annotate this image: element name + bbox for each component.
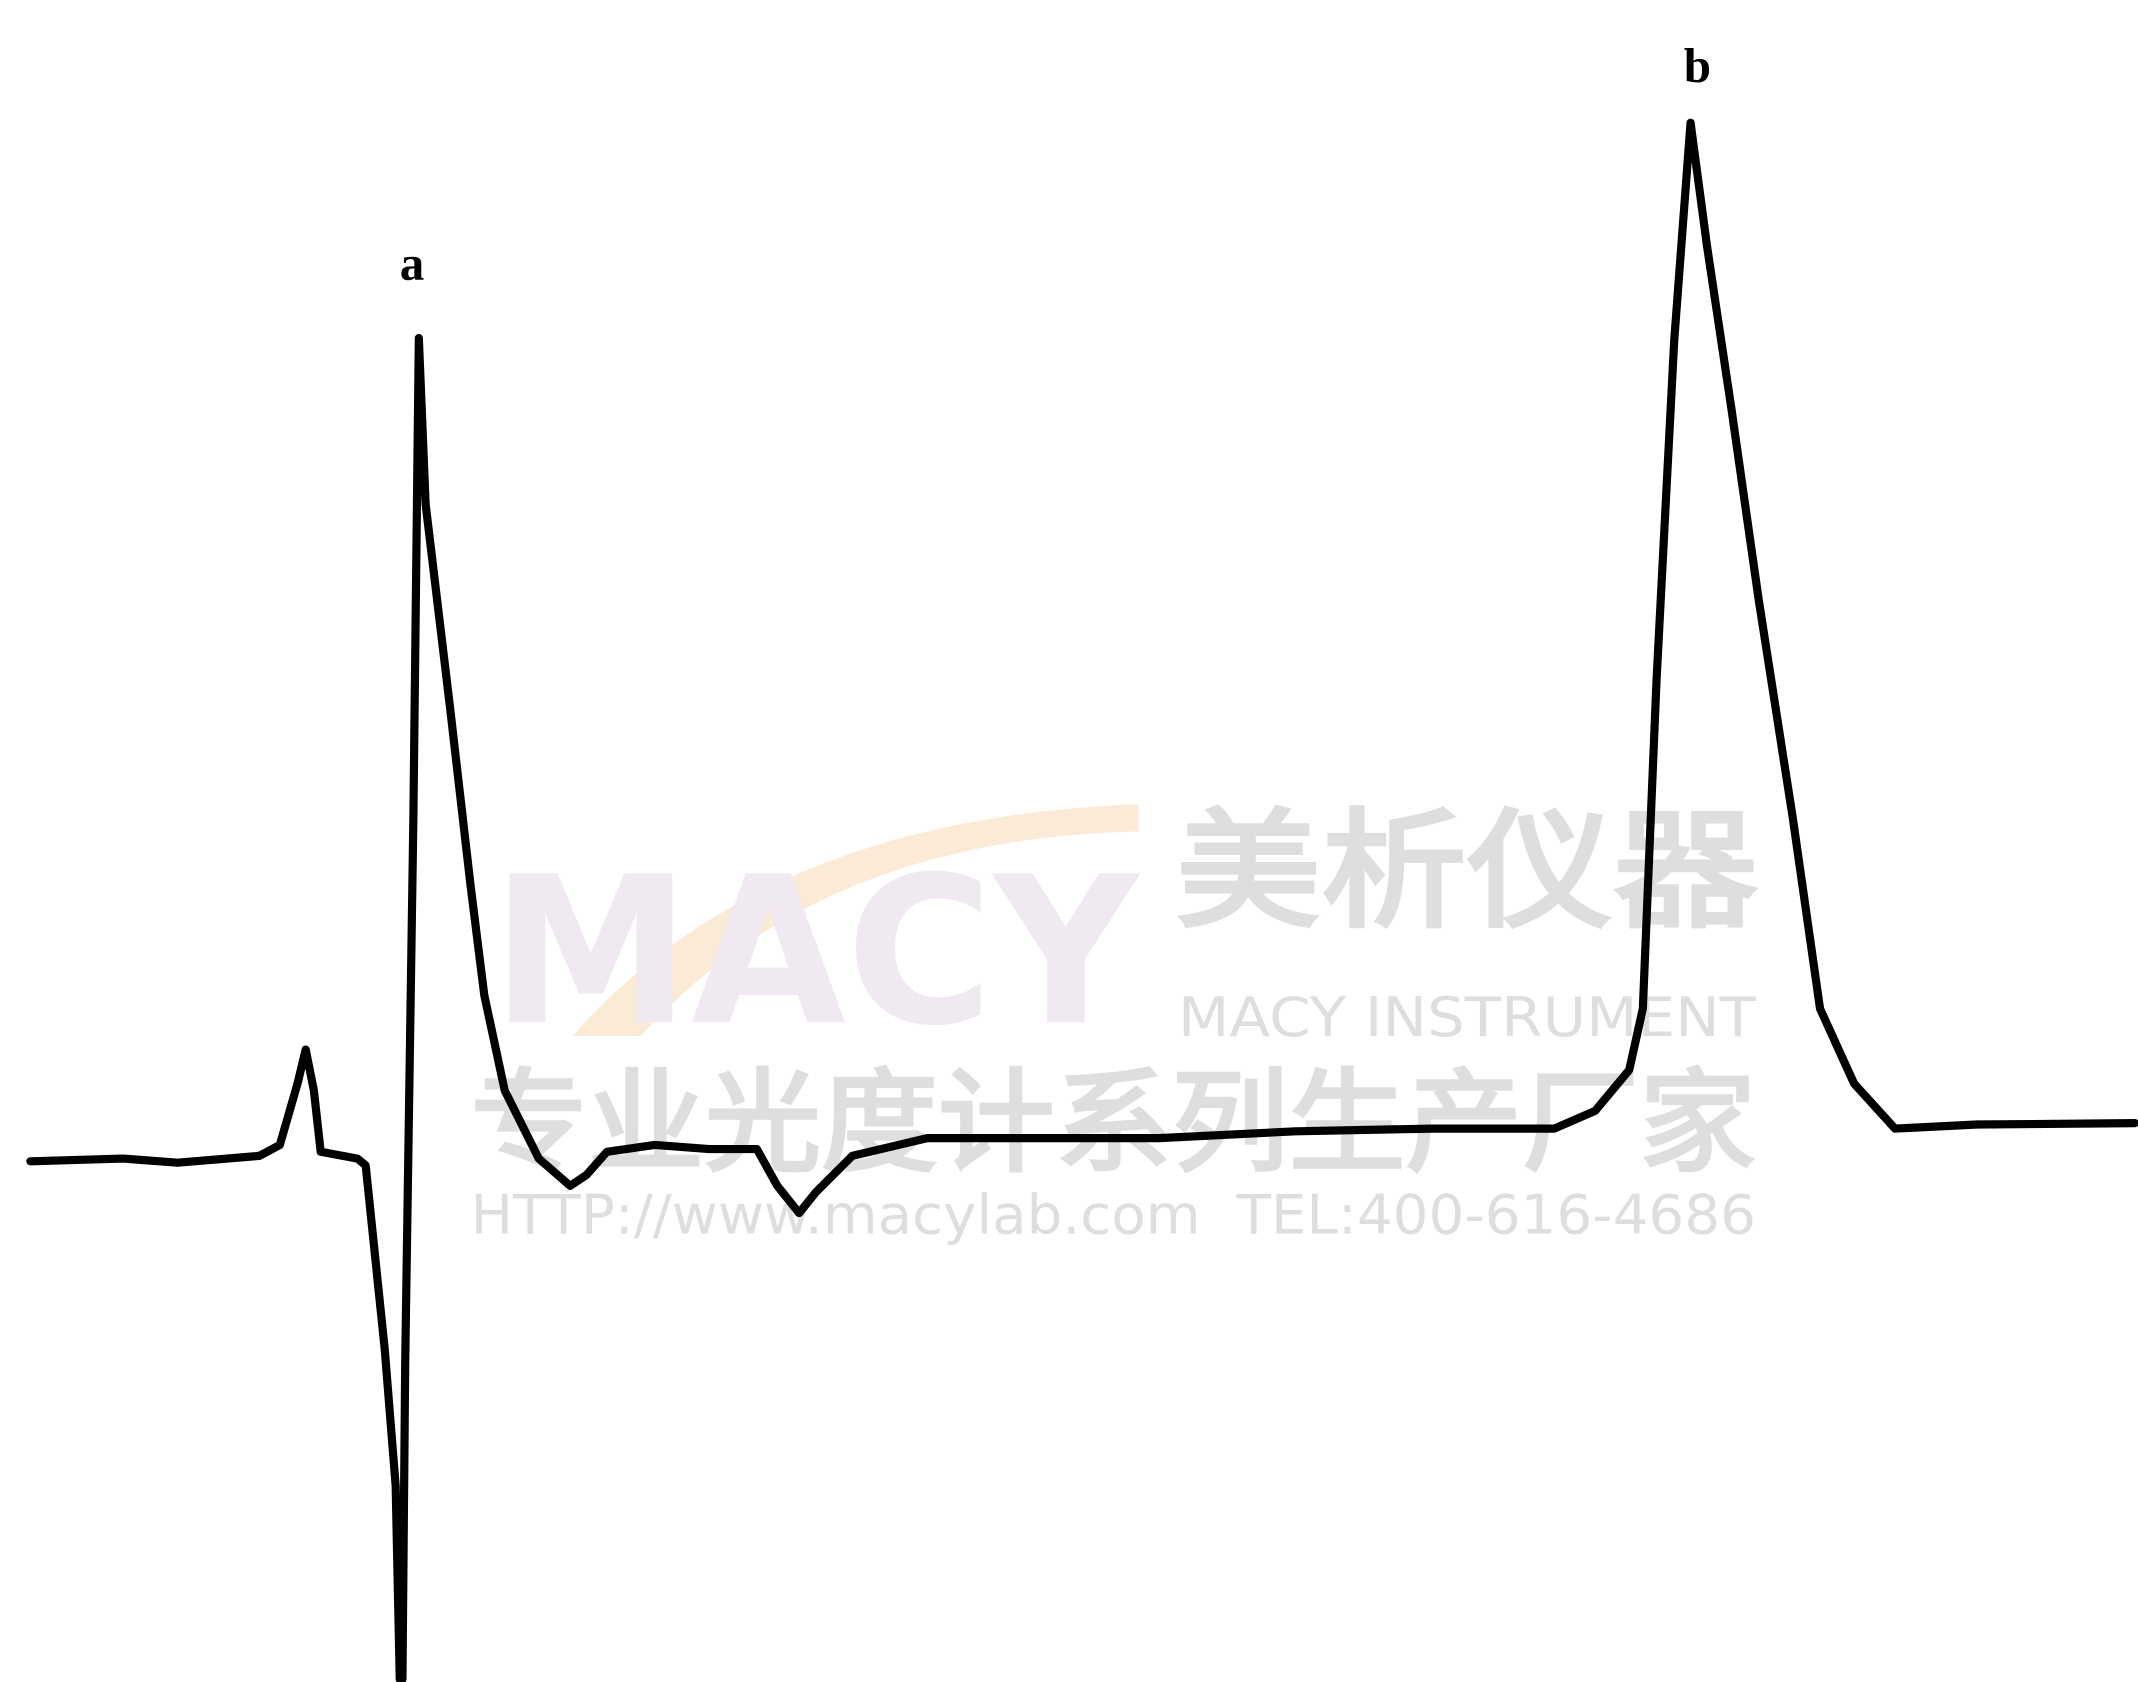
slogan: 专业光度计系列生产厂家: [471, 1058, 1757, 1188]
logo: MACY: [491, 833, 1141, 1071]
logo-arc: [572, 804, 1139, 1036]
trace: [26, 118, 2138, 1682]
brand-en: MACY INSTRUMENT: [1178, 985, 1757, 1049]
brand-cn: 美析仪器: [1175, 796, 1760, 947]
peak-label: a: [400, 235, 425, 290]
contact: HTTP://www.macylab.com TEL:400-616-4686: [471, 1183, 1756, 1247]
peak-label: b: [1684, 38, 1711, 93]
watermark: MACY 美析仪器 MACY INSTRUMENT 专业光度计系列生产厂家 HT…: [471, 796, 1761, 1247]
